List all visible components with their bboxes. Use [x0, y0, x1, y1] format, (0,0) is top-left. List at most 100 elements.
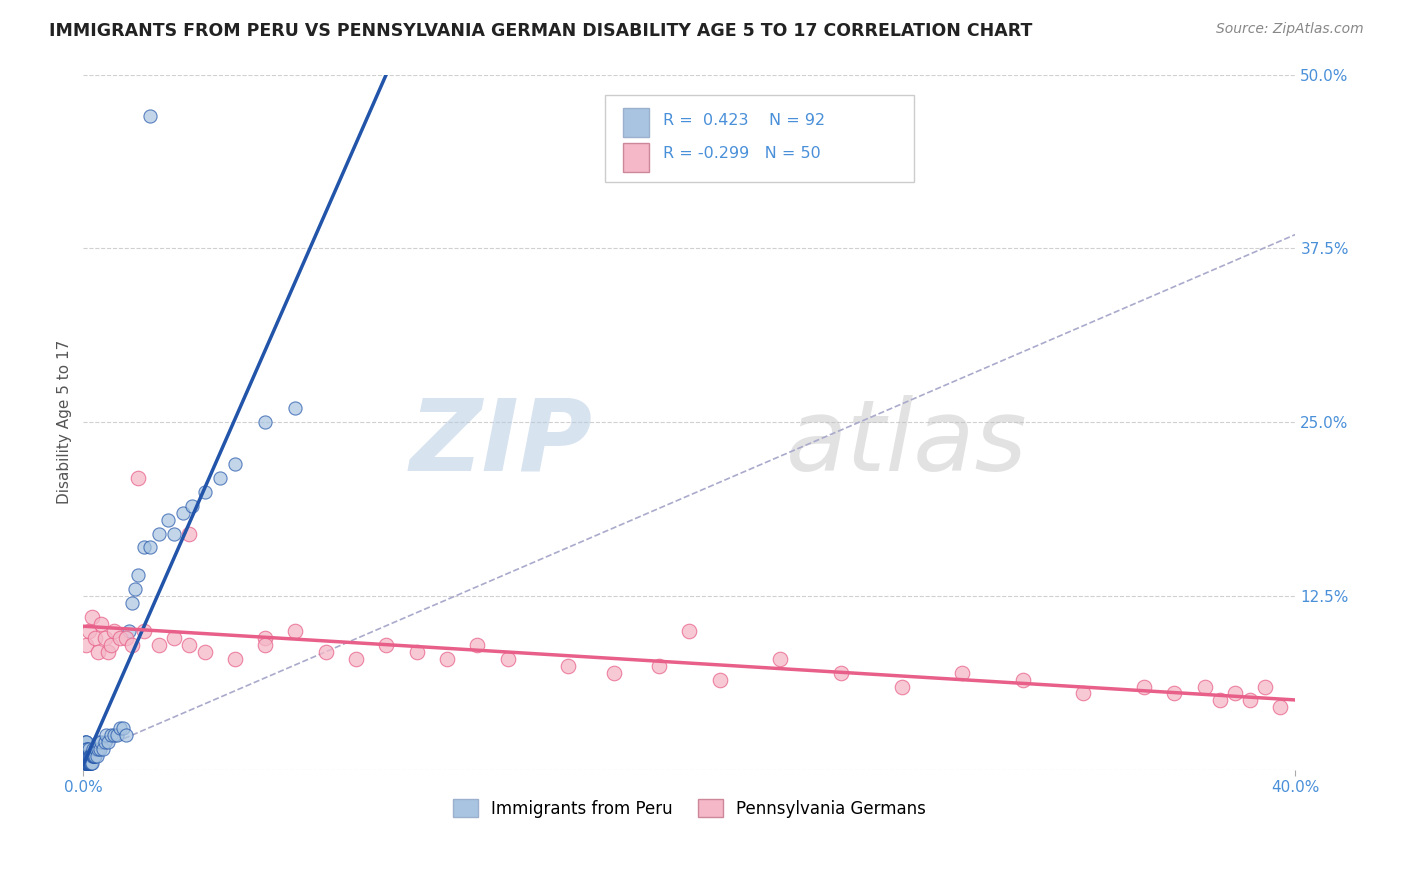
Point: [108, 721, 131, 735]
Point: [1163, 686, 1185, 700]
Point: [163, 526, 186, 541]
Point: [76, 749, 98, 764]
FancyBboxPatch shape: [605, 95, 914, 182]
Point: [75, 735, 97, 749]
Point: [75, 749, 97, 764]
Point: [77, 749, 100, 764]
Point: [86, 749, 108, 764]
Point: [100, 728, 122, 742]
Point: [224, 457, 246, 471]
Point: [114, 728, 136, 742]
Point: [84, 631, 107, 645]
Point: [79, 756, 101, 770]
Point: [678, 624, 700, 638]
Point: [75, 756, 97, 770]
Point: [76, 742, 98, 756]
Point: [75, 742, 97, 756]
Point: [73, 756, 96, 770]
Point: [139, 109, 162, 123]
Point: [405, 645, 427, 659]
Point: [121, 638, 143, 652]
Point: [79, 742, 101, 756]
Point: [890, 680, 912, 694]
Point: [79, 749, 101, 764]
Point: [87, 735, 110, 749]
Point: [77, 756, 100, 770]
Point: [77, 756, 100, 770]
Point: [132, 541, 155, 555]
Point: [172, 506, 194, 520]
Point: [179, 638, 201, 652]
Point: [83, 749, 105, 764]
Point: [127, 471, 149, 485]
Point: [284, 401, 307, 416]
Point: [1208, 693, 1230, 707]
Point: [96, 645, 118, 659]
Point: [108, 631, 131, 645]
Point: [100, 638, 122, 652]
Point: [950, 665, 973, 680]
Point: [465, 638, 488, 652]
Point: [75, 735, 97, 749]
Point: [121, 596, 143, 610]
Point: [254, 415, 277, 429]
Point: [1011, 673, 1033, 687]
Point: [163, 631, 186, 645]
Point: [254, 631, 277, 645]
Point: [75, 742, 97, 756]
Text: R = -0.299   N = 50: R = -0.299 N = 50: [662, 146, 821, 161]
Point: [79, 756, 101, 770]
Point: [75, 742, 97, 756]
Point: [76, 742, 98, 756]
Point: [602, 665, 624, 680]
Point: [80, 756, 103, 770]
Point: [84, 749, 107, 764]
Point: [75, 749, 97, 764]
Point: [148, 638, 170, 652]
Point: [75, 756, 97, 770]
Point: [76, 756, 98, 770]
Point: [1223, 686, 1246, 700]
Point: [1254, 680, 1277, 694]
Point: [76, 749, 98, 764]
Point: [80, 756, 103, 770]
Point: [105, 728, 128, 742]
Point: [83, 749, 105, 764]
Text: R =  0.423    N = 92: R = 0.423 N = 92: [662, 112, 825, 128]
Point: [103, 624, 125, 638]
Point: [83, 742, 105, 756]
Point: [75, 749, 97, 764]
Point: [181, 499, 204, 513]
Point: [557, 658, 579, 673]
Point: [193, 645, 215, 659]
Y-axis label: Disability Age 5 to 17: Disability Age 5 to 17: [58, 340, 72, 504]
Point: [76, 756, 98, 770]
Point: [139, 541, 162, 555]
Point: [82, 742, 104, 756]
Point: [284, 624, 307, 638]
Point: [90, 735, 112, 749]
Point: [77, 756, 100, 770]
Point: [344, 651, 367, 665]
Point: [254, 638, 277, 652]
Point: [73, 749, 96, 764]
Point: [82, 756, 104, 770]
Point: [114, 631, 136, 645]
Point: [93, 631, 115, 645]
Point: [124, 582, 146, 597]
Point: [79, 756, 101, 770]
Point: [93, 735, 115, 749]
Point: [76, 756, 98, 770]
Text: IMMIGRANTS FROM PERU VS PENNSYLVANIA GERMAN DISABILITY AGE 5 TO 17 CORRELATION C: IMMIGRANTS FROM PERU VS PENNSYLVANIA GER…: [49, 22, 1032, 40]
Legend: Immigrants from Peru, Pennsylvania Germans: Immigrants from Peru, Pennsylvania Germa…: [446, 793, 932, 824]
Point: [87, 742, 110, 756]
Point: [75, 756, 97, 770]
Point: [118, 624, 141, 638]
Point: [1073, 686, 1095, 700]
Point: [79, 624, 101, 638]
Point: [73, 742, 96, 756]
Point: [436, 651, 458, 665]
Point: [375, 638, 398, 652]
Point: [84, 742, 107, 756]
Point: [103, 728, 125, 742]
